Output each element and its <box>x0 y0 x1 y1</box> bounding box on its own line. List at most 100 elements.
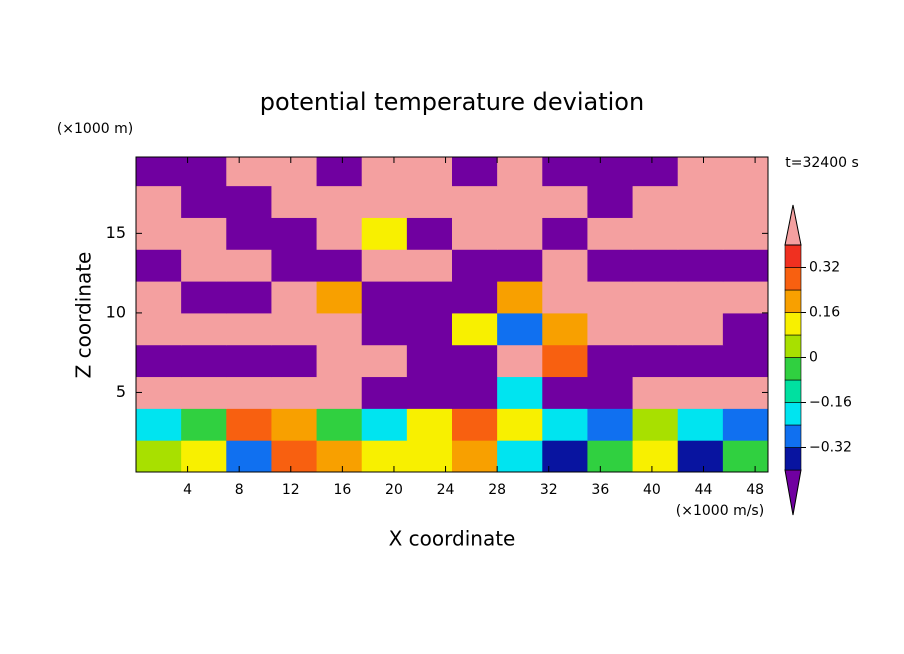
field-cell <box>136 440 182 473</box>
field-cell <box>677 344 724 378</box>
colorbar-band <box>784 289 802 313</box>
field-cell <box>316 185 363 218</box>
field-cell <box>587 185 634 218</box>
field-cell <box>632 408 679 441</box>
field-cell <box>677 217 724 250</box>
field-cell <box>542 408 588 441</box>
field-cell <box>406 217 453 250</box>
field-cell <box>406 344 453 378</box>
field-cell <box>136 217 182 250</box>
field-cell <box>452 157 498 187</box>
field-cell <box>316 157 363 187</box>
field-cell <box>271 185 318 218</box>
field-cell <box>452 408 498 441</box>
field-cell <box>271 281 318 314</box>
field-cell <box>361 376 408 409</box>
field-cell <box>587 408 634 441</box>
field-cell <box>136 185 182 218</box>
colorbar-band <box>784 447 802 471</box>
field-cell <box>542 281 588 314</box>
field-cell <box>316 249 363 282</box>
field-cell <box>226 312 272 346</box>
colorbar-band <box>784 379 802 403</box>
field-cell <box>361 185 408 218</box>
x-tick-label: 28 <box>488 482 506 498</box>
field-cell <box>452 376 498 409</box>
field-cell <box>361 157 408 187</box>
y-tick-label: 10 <box>106 302 126 321</box>
field-cell <box>271 249 318 282</box>
field-cell <box>226 185 272 218</box>
field-cell <box>271 312 318 346</box>
field-cell <box>632 312 679 346</box>
field-cell <box>722 157 769 187</box>
field-cell <box>136 157 182 187</box>
field-cell <box>587 344 634 378</box>
field-cell <box>316 440 363 473</box>
field-cell <box>542 217 588 250</box>
field-cell <box>406 281 453 314</box>
field-cell <box>677 312 724 346</box>
field-cell <box>677 440 724 473</box>
field-cell <box>542 185 588 218</box>
field-cell <box>361 281 408 314</box>
colorbar-high <box>784 204 802 246</box>
field-cell <box>271 344 318 378</box>
field-cell <box>361 440 408 473</box>
field-cell <box>136 281 182 314</box>
field-cell <box>406 440 453 473</box>
x-tick-label: 12 <box>282 482 300 498</box>
x-tick-label: 44 <box>695 482 713 498</box>
x-tick-label: 32 <box>540 482 558 498</box>
field-cell <box>722 408 769 441</box>
field-cell <box>677 157 724 187</box>
field-cell <box>722 185 769 218</box>
field-cell <box>497 281 543 314</box>
field-cell <box>181 408 227 441</box>
field-cell <box>226 408 272 441</box>
field-cell <box>181 185 227 218</box>
field-cell <box>632 440 679 473</box>
field-cell <box>136 376 182 409</box>
colorbar-band <box>784 267 802 291</box>
colorbar-tick-label: 0.16 <box>809 305 840 321</box>
x-axis-label: X coordinate <box>389 527 516 551</box>
field-cell <box>361 249 408 282</box>
field-cell <box>542 157 588 187</box>
field-cell <box>497 249 543 282</box>
plot-frame <box>135 156 769 473</box>
field-cell <box>497 376 543 409</box>
field-cell <box>406 408 453 441</box>
x-tick-label: 20 <box>385 482 403 498</box>
field-cell <box>632 249 679 282</box>
field-cell <box>181 157 227 187</box>
field-cell <box>181 312 227 346</box>
field-cell <box>406 157 453 187</box>
x-tick-label: 48 <box>746 482 764 498</box>
x-tick-label: 40 <box>643 482 661 498</box>
field-cell <box>271 440 318 473</box>
field-cell <box>316 376 363 409</box>
field-cell <box>542 440 588 473</box>
field-cell <box>361 344 408 378</box>
field-cell <box>226 281 272 314</box>
colorbar-band <box>784 334 802 358</box>
field-cell <box>722 344 769 378</box>
field-cell <box>406 312 453 346</box>
field-cell <box>632 281 679 314</box>
field-cell <box>587 217 634 250</box>
field-cell <box>316 217 363 250</box>
field-cell <box>271 157 318 187</box>
colorbar-band <box>784 424 802 448</box>
field-cell <box>452 217 498 250</box>
field-cell <box>722 312 769 346</box>
field-cell <box>722 440 769 473</box>
y-axis-label: Z coordinate <box>72 252 96 379</box>
field-cell <box>587 281 634 314</box>
field-cell <box>587 440 634 473</box>
field-cell <box>632 344 679 378</box>
field-cell <box>632 185 679 218</box>
field-cell <box>406 249 453 282</box>
field-cell <box>136 408 182 441</box>
x-tick-label: 4 <box>183 482 192 498</box>
